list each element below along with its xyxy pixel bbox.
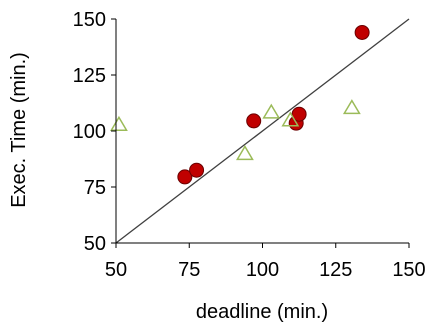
points-layer bbox=[110, 24, 370, 185]
triangle-point bbox=[281, 111, 300, 127]
circle-point bbox=[189, 162, 205, 178]
circle-point bbox=[246, 113, 262, 129]
x-tick-label: 100 bbox=[246, 259, 279, 281]
x-axis-title: deadline (min.) bbox=[196, 301, 328, 323]
y-tick-label: 75 bbox=[84, 177, 106, 199]
x-tick-label: 150 bbox=[392, 259, 425, 281]
y-axis-title: Exec. Time (min.) bbox=[8, 52, 30, 208]
triangle-point bbox=[342, 99, 361, 115]
tick-layer: 50 75 100 125 150 50 75 100 125 150 bbox=[73, 9, 426, 281]
reference-line bbox=[115, 18, 410, 244]
y-tick-label: 50 bbox=[84, 233, 106, 255]
triangle-point bbox=[262, 103, 281, 119]
y-tick-label: 150 bbox=[73, 9, 106, 31]
reference-line-layer bbox=[115, 18, 410, 244]
circle-point bbox=[177, 169, 193, 185]
x-tick-label: 75 bbox=[178, 259, 200, 281]
circle-point bbox=[354, 24, 370, 40]
y-tick-label: 125 bbox=[73, 65, 106, 87]
circle-point bbox=[291, 106, 307, 122]
y-tick-label: 100 bbox=[73, 121, 106, 143]
x-tick-label: 50 bbox=[105, 259, 127, 281]
triangle-point bbox=[236, 145, 254, 161]
triangle-point bbox=[110, 115, 128, 131]
x-tick-label: 125 bbox=[319, 259, 352, 281]
